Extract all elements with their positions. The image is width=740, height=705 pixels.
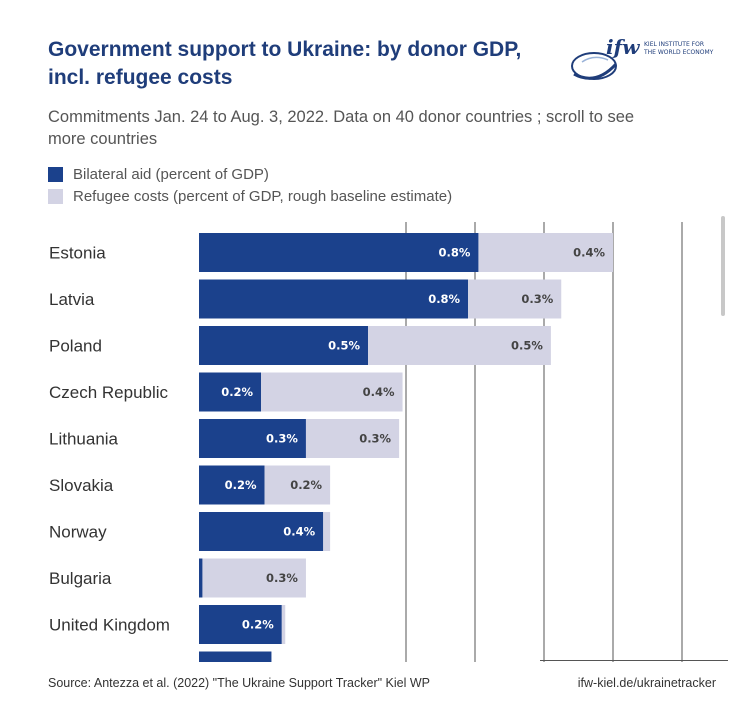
data-label-bilateral-6: 0.4% xyxy=(283,525,315,539)
bar-bilateral-5 xyxy=(199,465,265,505)
source-note: Source: Antezza et al. (2022) "The Ukrai… xyxy=(48,676,430,690)
chart-scroll-area[interactable]: Estonia 0.8% 0.4% Latvia 0.8% 0.3% Poland 0.5% 0… xyxy=(0,222,740,662)
bar-bilateral-4 xyxy=(199,419,306,458)
chart-scrollbar[interactable] xyxy=(721,216,725,316)
bar-refugee-8 xyxy=(281,605,286,644)
ifw-logo-mark: ifw xyxy=(606,35,640,59)
globe-swoosh xyxy=(573,62,618,80)
data-label-bilateral-2: 0.5% xyxy=(328,339,360,353)
bar-refugee-2 xyxy=(368,326,551,365)
legend-label-refugee: Refugee costs (percent of GDP, rough bas… xyxy=(73,187,453,205)
bar-bilateral-3 xyxy=(199,372,262,412)
bar-bilateral-partial xyxy=(199,651,272,662)
category-label-2: Poland xyxy=(49,337,102,356)
ifw-logo: ifw KIEL INSTITUTE FOR THE WORLD ECONOMY xyxy=(571,35,714,80)
chart-title-line-1: Government support to Ukraine: by donor … xyxy=(48,38,522,61)
chart-title-line-2: incl. refugee costs xyxy=(48,66,233,89)
bar-refugee-1 xyxy=(468,279,562,319)
category-label-8: United Kingdom xyxy=(49,616,170,635)
legend-item-bilateral: Bilateral aid (percent of GDP) xyxy=(48,164,269,184)
bar-refugee-0 xyxy=(478,233,613,272)
data-label-refugee-2: 0.5% xyxy=(511,339,543,353)
category-label-7: Bulgaria xyxy=(49,569,112,588)
tracker-link[interactable]: ifw-kiel.de/ukrainetracker xyxy=(577,676,716,690)
bar-bilateral-0 xyxy=(199,233,479,272)
category-label-3: Czech Republic xyxy=(49,383,169,402)
bar-refugee-7 xyxy=(202,558,306,598)
category-label-4: Lithuania xyxy=(49,430,119,449)
legend-item-refugee: Refugee costs (percent of GDP, rough bas… xyxy=(48,186,452,206)
data-label-bilateral-8: 0.2% xyxy=(242,618,274,632)
data-label-bilateral-0: 0.8% xyxy=(439,246,471,260)
bar-bilateral-2 xyxy=(199,326,369,365)
chart-subtitle: Commitments Jan. 24 to Aug. 3, 2022. Dat… xyxy=(48,106,728,150)
data-label-refugee-3: 0.4% xyxy=(363,385,395,399)
chart-subtitle-line-2: more countries xyxy=(48,130,158,148)
bar-refugee-5 xyxy=(264,465,331,505)
legend-label-bilateral: Bilateral aid (percent of GDP) xyxy=(73,165,269,183)
bar-chart: Estonia 0.8% 0.4% Latvia 0.8% 0.3% Poland 0.5% 0… xyxy=(49,222,683,662)
category-label-1: Latvia xyxy=(49,290,95,309)
ifw-logo-line-2: THE WORLD ECONOMY xyxy=(643,49,714,56)
data-label-bilateral-3: 0.2% xyxy=(221,385,253,399)
legend-swatch-refugee xyxy=(48,188,63,204)
data-label-refugee-4: 0.3% xyxy=(359,432,391,446)
category-label-5: Slovakia xyxy=(49,476,114,495)
chart-title: Government support to Ukraine: by donor … xyxy=(48,36,568,92)
bar-bilateral-7 xyxy=(199,558,203,598)
x-axis-line xyxy=(540,660,728,661)
data-label-refugee-0: 0.4% xyxy=(573,246,605,260)
category-label-0: Estonia xyxy=(49,244,106,263)
chart-subtitle-line-1: Commitments Jan. 24 to Aug. 3, 2022. Dat… xyxy=(48,108,635,126)
bar-refugee-3 xyxy=(261,372,403,412)
category-label-6: Norway xyxy=(49,523,107,542)
bar-refugee-6 xyxy=(323,512,331,551)
data-label-bilateral-1: 0.8% xyxy=(428,292,460,306)
bar-bilateral-8 xyxy=(199,605,282,644)
ifw-logo-line-1: KIEL INSTITUTE FOR xyxy=(644,41,704,48)
data-label-refugee-5: 0.2% xyxy=(290,478,322,492)
data-label-bilateral-5: 0.2% xyxy=(225,478,257,492)
legend-swatch-bilateral xyxy=(48,166,63,182)
bar-bilateral-1 xyxy=(199,279,469,319)
data-label-bilateral-4: 0.3% xyxy=(266,432,298,446)
data-label-refugee-7: 0.3% xyxy=(266,571,298,585)
data-label-refugee-1: 0.3% xyxy=(521,292,553,306)
bar-bilateral-6 xyxy=(199,512,324,551)
bar-refugee-4 xyxy=(305,419,400,458)
